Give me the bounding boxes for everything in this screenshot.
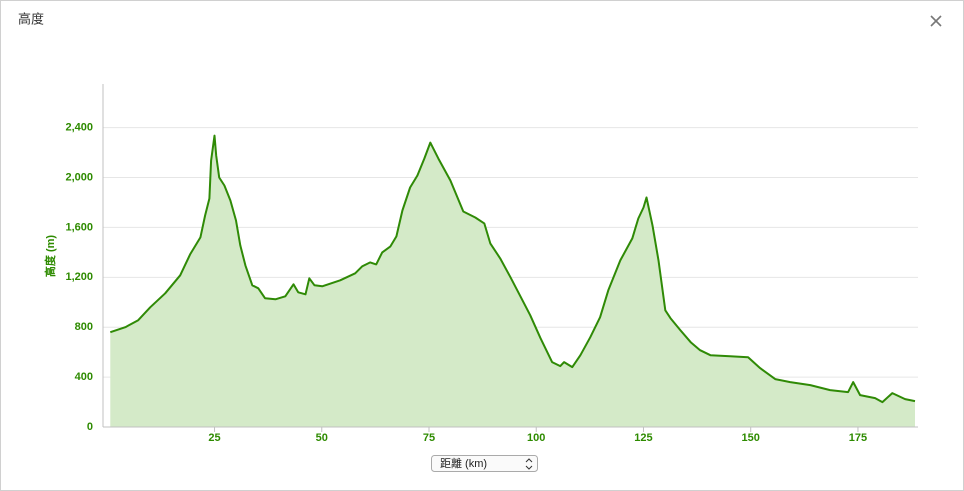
select-box[interactable] (431, 455, 538, 472)
x-selector[interactable]: 距離 (km) (431, 455, 538, 472)
y-tick-label: 2,000 (65, 171, 93, 183)
x-tick-label: 150 (742, 432, 760, 444)
x-tick-label: 175 (849, 432, 867, 444)
y-tick-label: 2,400 (65, 122, 93, 134)
x-tick-label: 75 (423, 432, 435, 444)
select-text: 距離 (km) (440, 456, 487, 470)
y-tick-label: 800 (75, 321, 93, 333)
select-arrows (525, 458, 533, 470)
elevation-line (109, 134, 916, 404)
y-tick-label: 1,600 (65, 221, 93, 233)
close-button[interactable] (930, 15, 942, 27)
x-tick-label: 25 (208, 432, 220, 444)
area-fill (110, 135, 916, 427)
x-tick-label: 100 (527, 432, 545, 444)
y-tick-label: 400 (75, 371, 93, 383)
x-tick-label: 125 (634, 432, 652, 444)
close-icon (930, 15, 942, 27)
y-tick-label: 1,200 (65, 271, 93, 283)
y-tick-label: 0 (87, 421, 93, 433)
y-axis-label: 高度 (m) (43, 235, 57, 277)
x-tick-label: 50 (316, 432, 328, 444)
dialog-title: 高度 (18, 11, 44, 26)
